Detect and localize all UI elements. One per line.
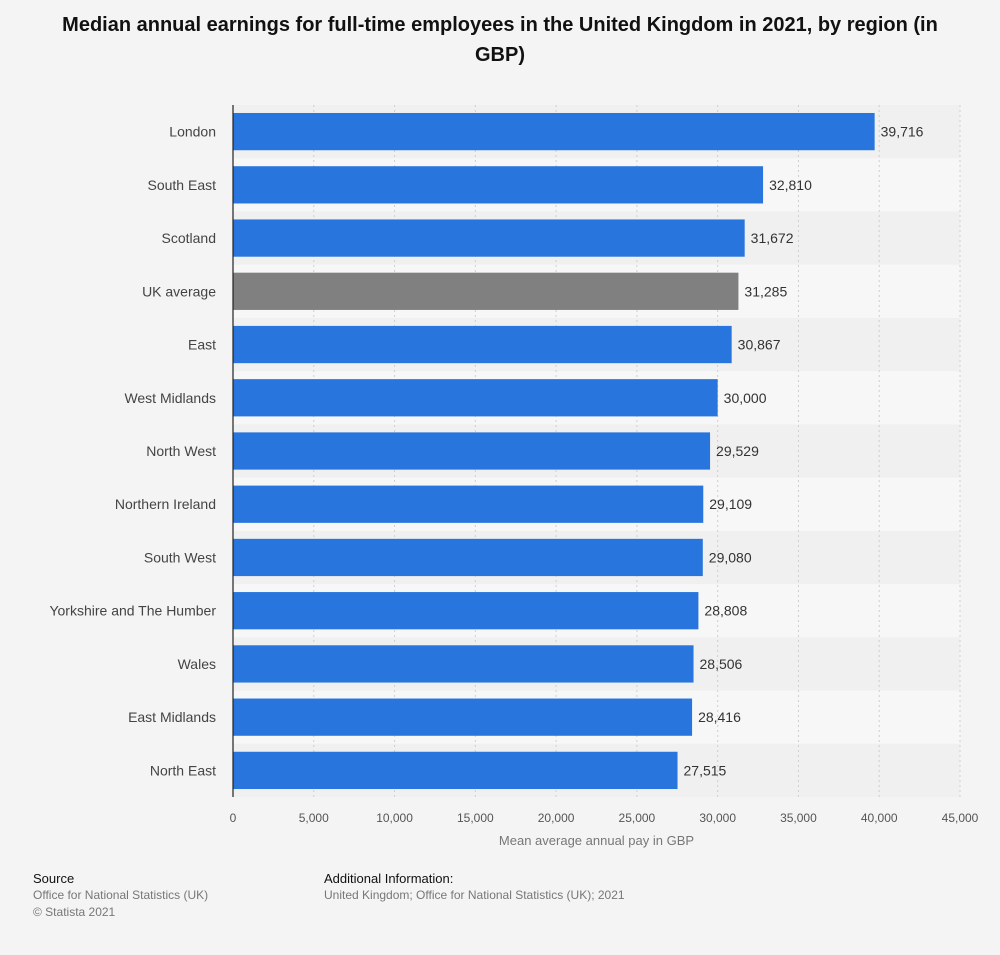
bar: [233, 432, 711, 470]
bar-value-label: 28,416: [698, 709, 741, 725]
additional-info-heading: Additional Information:: [324, 871, 454, 886]
category-label: Northern Ireland: [115, 496, 216, 512]
category-label: UK average: [142, 283, 216, 299]
bar-value-label: 39,716: [881, 124, 924, 140]
bar-chart: 39,716 London 32,810 South East 31,672 Scotla…: [49, 105, 979, 848]
bar: [233, 379, 718, 417]
bar: [233, 485, 704, 523]
category-label: Scotland: [162, 230, 216, 246]
bar: [233, 112, 875, 151]
x-tick-label: 15,000: [457, 811, 494, 825]
bar: [233, 166, 764, 204]
source-heading: Source: [33, 871, 75, 886]
category-label: North East: [150, 762, 216, 778]
x-tick-label: 0: [230, 811, 237, 825]
bar: [233, 272, 739, 310]
x-tick-label: 5,000: [299, 811, 329, 825]
bar-value-label: 29,529: [716, 443, 759, 459]
bar: [233, 325, 732, 364]
bar: [233, 645, 694, 683]
copyright: © Statista 2021: [33, 905, 116, 919]
bar-value-label: 29,080: [709, 549, 752, 565]
x-tick-label: 25,000: [619, 811, 656, 825]
chart-title: Median annual earnings for full-time emp…: [62, 14, 938, 66]
additional-info-text: United Kingdom; Office for National Stat…: [324, 888, 625, 902]
category-label: South West: [144, 549, 216, 565]
x-tick-label: 35,000: [780, 811, 817, 825]
x-tick-label: 45,000: [942, 811, 979, 825]
category-label: North West: [146, 443, 216, 459]
bar: [233, 751, 678, 790]
x-tick-label: 20,000: [538, 811, 575, 825]
bar: [233, 592, 699, 630]
category-label: South East: [148, 177, 217, 193]
bar-value-label: 32,810: [769, 177, 812, 193]
bar: [233, 698, 693, 736]
bar-value-label: 30,000: [724, 390, 767, 406]
bar: [233, 219, 745, 257]
category-label: London: [169, 124, 216, 140]
x-tick-label: 30,000: [699, 811, 736, 825]
category-label: West Midlands: [124, 390, 216, 406]
category-label: East Midlands: [128, 709, 216, 725]
source-block: Source Office for National Statistics (U…: [33, 870, 208, 921]
category-label: Yorkshire and The Humber: [49, 603, 216, 619]
source-link[interactable]: Office for National Statistics (UK): [33, 888, 209, 902]
bar-value-label: 30,867: [738, 337, 781, 353]
bar-value-label: 28,506: [700, 656, 743, 672]
x-tick-label: 10,000: [376, 811, 413, 825]
x-axis-title: Mean average annual pay in GBP: [499, 833, 694, 848]
bar-value-label: 28,808: [704, 603, 747, 619]
bar: [233, 538, 703, 577]
additional-info-block: Additional Information: United Kingdom; …: [324, 870, 625, 904]
bar-value-label: 27,515: [684, 762, 727, 778]
category-label: East: [188, 337, 216, 353]
bar-value-label: 29,109: [709, 496, 752, 512]
x-tick-label: 40,000: [861, 811, 898, 825]
bar-value-label: 31,672: [751, 230, 794, 246]
bar-value-label: 31,285: [744, 283, 787, 299]
category-label: Wales: [178, 656, 216, 672]
